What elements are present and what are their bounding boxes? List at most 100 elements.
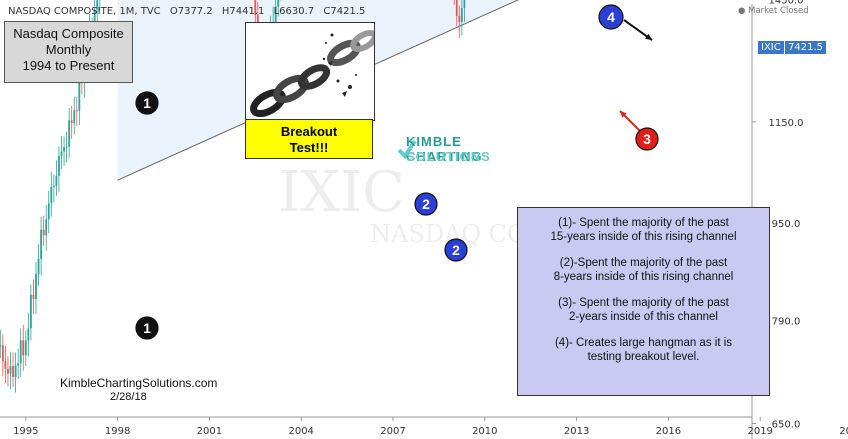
- candle-body: [50, 186, 53, 204]
- y-tick-label: 950.0: [772, 219, 801, 230]
- candle-body: [40, 229, 42, 259]
- breaking-chain-image: [245, 22, 375, 121]
- y-tick-label: 790.0: [772, 316, 801, 327]
- candle-body: [12, 366, 14, 377]
- candle-body: [37, 258, 40, 274]
- x-tick-label: 2022: [839, 426, 848, 437]
- candle-body: [254, 0, 257, 16]
- note-4: (4)- Creates large hangman as it is testi…: [524, 336, 763, 364]
- candle-body: [42, 229, 45, 236]
- note-3-line-1: (3)- Spent the majority of the past: [558, 297, 729, 309]
- marker-1-bottom: [135, 316, 159, 340]
- note-2: (2)-Spent the majority of the past 8-year…: [524, 256, 763, 284]
- candle-body: [1, 345, 4, 362]
- candle-body: [458, 15, 461, 23]
- y-tick-label: 1450.0: [769, 0, 804, 6]
- arrow-4-head: [645, 33, 652, 40]
- channel-1-lower: [117, 0, 520, 181]
- breakout-line-2: Test!!!: [289, 140, 329, 155]
- x-tick-label: 2001: [197, 426, 222, 437]
- marker-1-top-label: 1: [143, 95, 151, 111]
- price-badge: 7421.5: [785, 41, 826, 54]
- y-tick-label: 650.0: [772, 420, 801, 431]
- candle-body: [58, 156, 60, 176]
- candle-body: [45, 219, 48, 236]
- candle-body: [47, 203, 50, 220]
- marker-3: [635, 127, 659, 151]
- x-tick-label: 1995: [13, 426, 38, 437]
- breakout-line-1: Breakout: [280, 124, 338, 139]
- candle-body: [24, 340, 27, 356]
- title-line-2: Monthly: [45, 42, 92, 57]
- marker-1-bottom-label: 1: [143, 320, 151, 336]
- candle-body: [17, 363, 20, 366]
- marker-2-upper: [414, 192, 438, 216]
- title-line-1: Nasdaq Composite: [13, 26, 124, 41]
- candle-body: [78, 77, 81, 111]
- note-2-line-2: 8-years inside of this rising channel: [553, 271, 734, 283]
- candle-body: [277, 0, 280, 7]
- x-tick-label: 2007: [380, 426, 405, 437]
- footer-date: 2/28/18: [110, 391, 147, 403]
- x-tick-label: 2019: [747, 426, 772, 437]
- note-2-line-1: (2)-Spent the majority of the past: [559, 257, 728, 269]
- note-3: (3)- Spent the majority of the past 2-yea…: [524, 296, 763, 324]
- logo-line-1: KIMBLE CHARTING: [406, 134, 483, 164]
- marker-2-lower: [444, 238, 468, 262]
- candle-body: [55, 175, 58, 186]
- title-box: Nasdaq Composite Monthly 1994 to Present: [4, 21, 133, 83]
- broken-chain-icon: [250, 30, 374, 118]
- marker-1-top: [135, 91, 159, 115]
- candle-body: [70, 120, 73, 123]
- x-tick-label: 2004: [288, 426, 313, 437]
- candle-body: [274, 6, 277, 23]
- title-line-3: 1994 to Present: [22, 58, 115, 73]
- x-tick-label: 2016: [656, 426, 681, 437]
- close-value: C7421.5: [323, 6, 366, 17]
- low-value: L6630.7: [273, 6, 315, 17]
- x-tick-label: 2010: [472, 426, 497, 437]
- candle-body: [455, 0, 458, 16]
- candle-body: [35, 273, 37, 300]
- candle-body: [73, 110, 76, 123]
- candle-body: [27, 328, 30, 341]
- symbol-badge: IXIC: [758, 41, 784, 54]
- candle-body: [19, 340, 22, 364]
- note-1-line-1: (1)- Spent the majority of the past: [558, 217, 729, 229]
- x-tick-label: 2013: [564, 426, 589, 437]
- x-tick-label: 1998: [105, 426, 130, 437]
- high-value: H7441.1: [221, 6, 265, 17]
- arrow-3-head: [620, 111, 627, 118]
- marker-3-label: 3: [643, 131, 651, 147]
- candle-body: [0, 345, 2, 347]
- candle-body: [460, 7, 463, 23]
- marker-2-upper-label: 2: [422, 196, 430, 212]
- note-1-line-2: 15-years inside of this rising channel: [550, 231, 737, 243]
- watermark-symbol: IXIC: [278, 160, 405, 225]
- candle-body: [4, 361, 7, 369]
- candle-body: [32, 294, 35, 300]
- note-4-line-1: (4)- Creates large hangman as it is: [554, 337, 733, 349]
- candle-body: [463, 0, 466, 8]
- candle-body: [65, 146, 68, 148]
- candle-body: [52, 185, 55, 187]
- candle-body: [60, 151, 63, 157]
- candle-body: [96, 0, 99, 10]
- y-tick-label: 1150.0: [769, 118, 804, 129]
- candle-body: [7, 368, 9, 374]
- marker-4-label: 4: [607, 9, 615, 25]
- symbol-header: NASDAQ COMPOSITE, 1M, TVC O7377.2 H7441.…: [8, 6, 371, 17]
- candle-body: [9, 366, 12, 374]
- candle-body: [75, 110, 78, 112]
- symbol-label: NASDAQ COMPOSITE, 1M, TVC: [8, 6, 161, 17]
- logo-line-2: SOLUTIONS: [406, 149, 491, 164]
- footer-site: KimbleChartingSolutions.com: [60, 376, 218, 390]
- note-4-line-2: testing breakout level.: [587, 351, 700, 363]
- candle-body: [22, 340, 25, 356]
- candle-body: [63, 147, 65, 152]
- candle-body: [68, 120, 71, 147]
- notes-box: (1)- Spent the majority of the past 15-ye…: [517, 207, 770, 396]
- note-3-line-2: 2-years inside of this channel: [569, 311, 718, 323]
- marker-2-lower-label: 2: [452, 242, 460, 258]
